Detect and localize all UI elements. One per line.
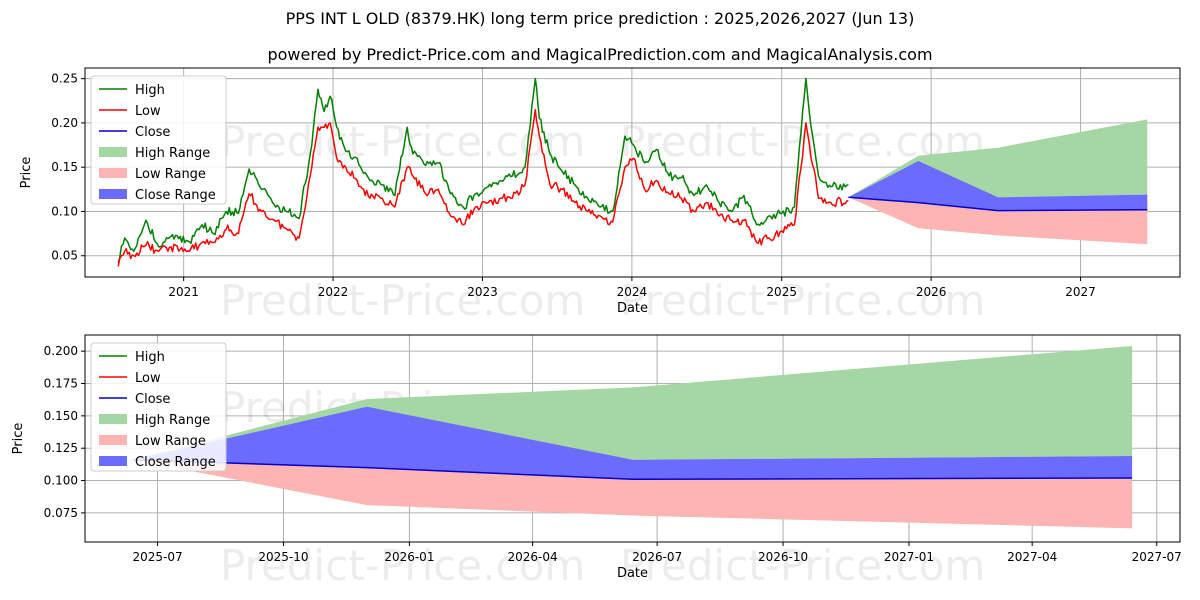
x-tick-label: 2027-07 [1132, 550, 1182, 564]
plot-frame [84, 67, 1181, 278]
legend-label-high: High [135, 83, 165, 98]
x-tick-label: 2026-04 [508, 550, 558, 564]
y-tick-label: 0.20 [51, 116, 78, 130]
legend-swatch-low-range [99, 168, 127, 178]
x-tick-label: 2027-04 [1007, 550, 1057, 564]
legend-swatch-high-range [99, 147, 127, 157]
x-tick-label: 2021 [168, 285, 199, 299]
legend-label-high: High [135, 350, 165, 365]
y-tick-label: 0.05 [51, 249, 78, 263]
legend-label-low: Low [135, 371, 161, 386]
x-tick-label: 2027-01 [884, 550, 934, 564]
watermark-text: Predict-Price.com [620, 541, 985, 590]
x-tick-label: 2025 [766, 285, 797, 299]
legend-label-high-range: High Range [135, 413, 210, 428]
legend-swatch-low-range [99, 435, 127, 445]
legend-label-low: Low [135, 104, 161, 119]
y-tick-label: 0.075 [44, 506, 78, 520]
x-tick-label: 2026-10 [758, 550, 808, 564]
legend-label-close: Close [135, 392, 170, 407]
watermark-text: Predict-Price.com [220, 276, 585, 325]
x-tick-label: 2026 [916, 285, 947, 299]
y-tick-label: 0.150 [44, 409, 78, 423]
close-price-line [132, 459, 1133, 481]
x-tick-label: 2026-07 [632, 550, 682, 564]
x-axis-label: Date [617, 566, 648, 581]
x-tick-label: 2025-10 [258, 550, 308, 564]
watermark-text: Predict-Price.com [220, 541, 585, 590]
close-price-line [848, 196, 1148, 212]
plot-frame [84, 334, 1181, 543]
x-tick-label: 2025-07 [132, 550, 182, 564]
chart-panel-2: Predict-Price.comPredict-Price.comPredic… [11, 334, 1182, 590]
close-range-band [132, 406, 1133, 480]
chart-panel-1: Predict-Price.com Predict-Price.com Predic… [19, 67, 1181, 325]
legend-label-high-range: High Range [135, 146, 210, 161]
chart-title: PPS INT L OLD (8379.HK) long term price … [285, 9, 915, 28]
close-range-band [848, 161, 1148, 211]
y-axis-label: Price [11, 423, 26, 455]
legend-label-close: Close [135, 125, 170, 140]
y-axis-label: Price [19, 157, 34, 189]
legend-swatch-close-range [99, 456, 127, 466]
x-tick-label: 2024 [617, 285, 648, 299]
watermark-text: Predict-Price.com [220, 117, 585, 166]
legend-swatch-close-range [99, 189, 127, 199]
legend-label-close-range: Close Range [135, 455, 216, 470]
x-tick-label: 2022 [318, 285, 349, 299]
y-tick-label: 0.100 [44, 474, 78, 488]
high-price-line [117, 77, 849, 264]
chart-legend: High Low Close High Range Low Range Close Ran… [90, 342, 227, 472]
legend-label-low-range: Low Range [135, 167, 206, 182]
y-tick-label: 0.125 [44, 441, 78, 455]
chart-subtitle: powered by Predict-Price.com and Magical… [267, 45, 933, 64]
low-range-band [848, 197, 1148, 245]
y-tick-label: 0.15 [51, 160, 78, 174]
x-tick-label: 2026-01 [384, 550, 434, 564]
y-tick-label: 0.10 [51, 204, 78, 218]
low-price-line [117, 108, 849, 267]
legend-swatch-high-range [99, 414, 127, 424]
watermark-text: Predict-Price.com [620, 276, 985, 325]
x-tick-label: 2027 [1065, 285, 1096, 299]
y-tick-label: 0.200 [44, 344, 78, 358]
y-tick-label: 0.175 [44, 377, 78, 391]
legend-label-low-range: Low Range [135, 434, 206, 449]
y-tick-label: 0.25 [51, 72, 78, 86]
chart-legend: High Low Close High Range Low Range Close Ran… [90, 75, 227, 205]
x-axis-label: Date [617, 301, 648, 316]
low-range-band [132, 459, 1133, 529]
legend-label-close-range: Close Range [135, 188, 216, 203]
x-tick-label: 2023 [467, 285, 498, 299]
